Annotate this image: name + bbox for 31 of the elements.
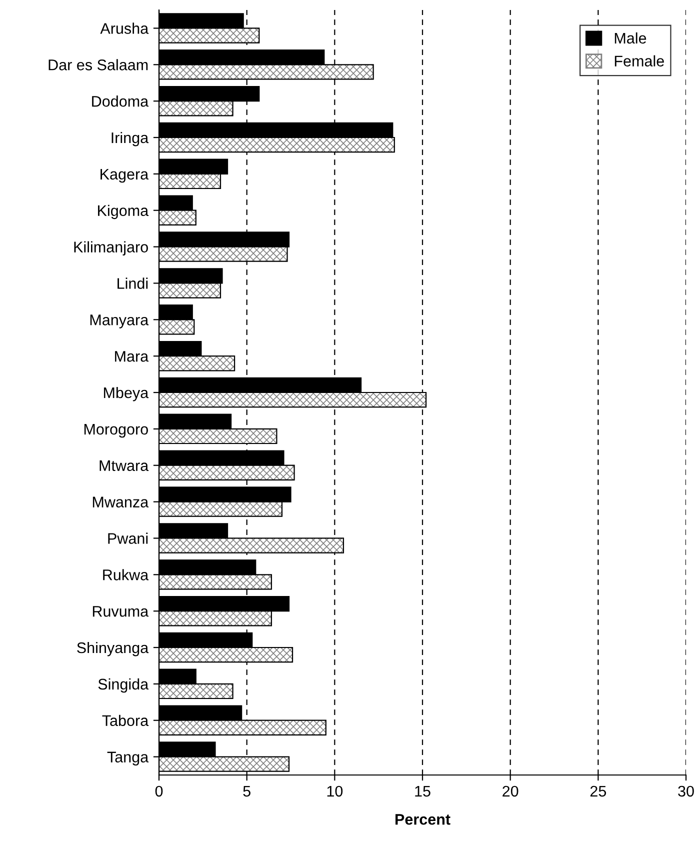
x-tick-label: 5: [243, 786, 250, 797]
y-tick-label: Morogoro: [84, 424, 148, 438]
y-tick-label: Ruvuma: [92, 606, 149, 617]
x-tick-label: 20: [502, 786, 518, 797]
y-tick-label: Kilimanjaro: [74, 241, 148, 256]
y-tick-label: Shinyanga: [77, 642, 149, 656]
x-tick-label: 15: [415, 786, 430, 797]
y-tick-label: Tabora: [102, 714, 149, 726]
x-tick-label: 0: [155, 786, 163, 797]
x-tick-label: 30: [678, 786, 694, 797]
y-tick-label: Kigoma: [98, 204, 149, 220]
y-tick-label: Mbeya: [104, 386, 149, 402]
x-tick-label: 25: [590, 786, 606, 797]
y-tick-label: Tanga: [107, 752, 149, 766]
y-tick-label: Mara: [115, 351, 149, 362]
y-tick-label: Pwani: [108, 532, 148, 544]
y-tick-label: Mtwara: [100, 460, 149, 472]
legend-label: Female: [614, 55, 664, 66]
y-tick-label: Lindi: [118, 278, 148, 289]
legend-label: Male: [614, 32, 646, 44]
y-tick-label: Dodoma: [92, 96, 149, 107]
x-tick-label: 10: [327, 786, 343, 797]
y-tick-label: Arusha: [100, 22, 149, 34]
y-tick-label: Dar es Salaam: [48, 59, 148, 70]
y-tick-label: Manyara: [90, 314, 149, 328]
y-tick-label: Mwanza: [92, 496, 149, 508]
y-tick-label: Rukwa: [103, 569, 149, 580]
y-tick-label: Iringa: [112, 132, 149, 146]
x-axis-title: Percent: [396, 814, 450, 825]
y-tick-label: Singida: [98, 678, 149, 693]
y-tick-label: Kagera: [100, 168, 149, 183]
